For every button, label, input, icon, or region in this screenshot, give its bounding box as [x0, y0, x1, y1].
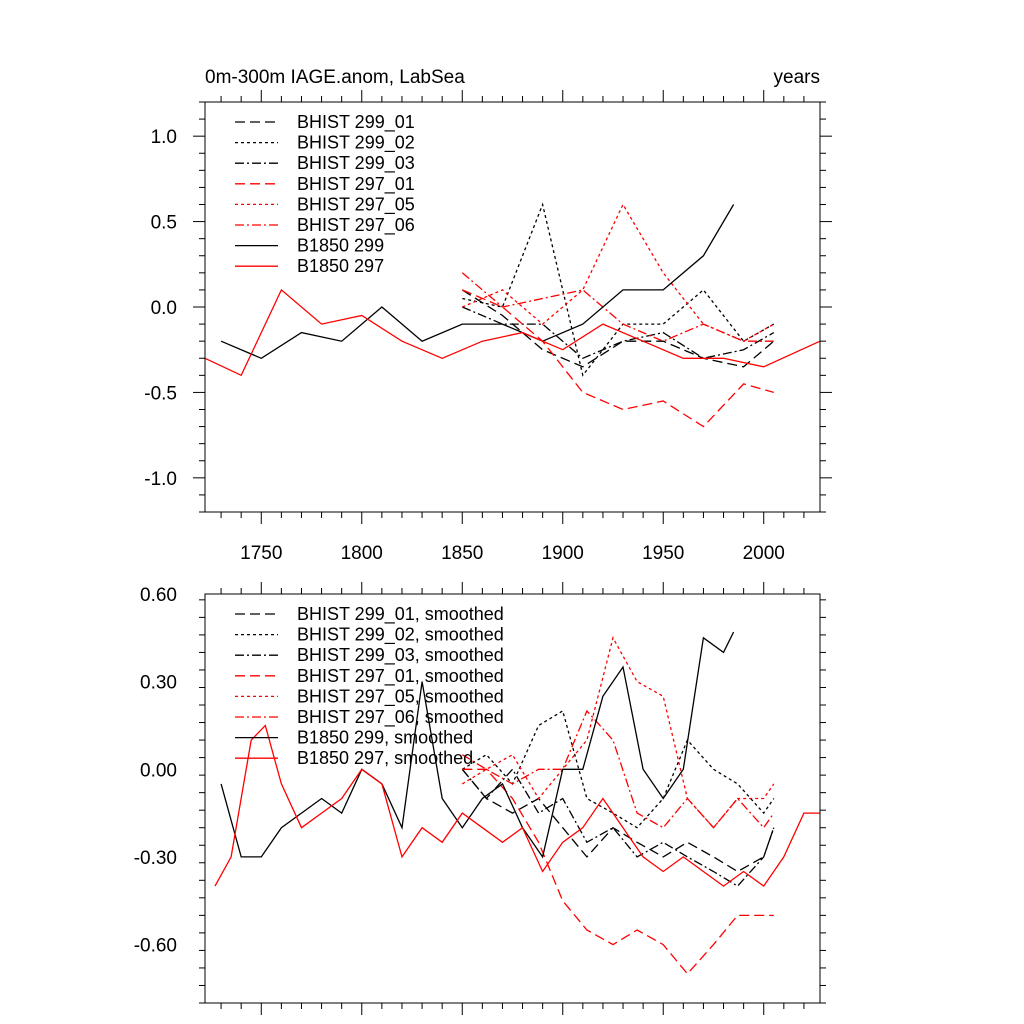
series-line [220, 204, 735, 360]
legend-label: BHIST 297_01 [297, 174, 415, 195]
series-line [461, 289, 775, 368]
legend-label: BHIST 297_06 [297, 215, 415, 236]
x-tick-label: 1750 [240, 543, 282, 564]
series-group [205, 202, 820, 428]
x-tick-label: 2000 [743, 543, 785, 564]
series-line [462, 306, 775, 360]
y-tick-label: -1.0 [144, 469, 177, 490]
series-line [461, 709, 775, 829]
y-tick-label: 0.30 [140, 673, 177, 694]
legend-label: BHIST 299_03 [297, 153, 415, 174]
series-line [462, 202, 775, 377]
series-line [214, 724, 820, 888]
bottom-panel: -0.60 -0.30 0.00 0.30 0.60 BHIST 299_01, smoo… [134, 582, 826, 1015]
series-line [462, 203, 775, 342]
plot-frame [204, 593, 821, 1004]
legend-label: B1850 299, smoothed [297, 728, 473, 748]
legend-label: B1850 297 [297, 256, 384, 276]
series-line [205, 288, 820, 377]
x-tick-label: 1800 [341, 543, 383, 564]
legend-label: BHIST 297_01, smoothed [297, 666, 504, 687]
y-tick-label: 0.0 [151, 298, 177, 319]
y-tick-label: 0.00 [140, 760, 177, 781]
y-tick-label: 0.5 [151, 213, 177, 234]
legend-label: BHIST 297_05 [297, 194, 415, 215]
y-tick-label: -0.30 [134, 848, 177, 869]
chart-right-label: years [774, 67, 820, 88]
series-line [220, 631, 735, 859]
legend-label: BHIST 299_01, smoothed [297, 604, 504, 625]
x-tick-label: 1950 [642, 543, 684, 564]
legend-label: B1850 297, smoothed [297, 748, 473, 768]
series-line [461, 272, 774, 342]
y-tick-label: 1.0 [151, 127, 177, 148]
legend-label: BHIST 297_05, smoothed [297, 686, 504, 707]
legend-label: B1850 299 [297, 236, 384, 256]
legend-label: BHIST 299_01 [297, 112, 415, 133]
y-tick-label: -0.60 [134, 936, 177, 957]
x-tick-label: 1900 [542, 543, 584, 564]
legend-label: BHIST 297_06, smoothed [297, 707, 504, 728]
series-group [214, 631, 820, 975]
series-line [461, 768, 775, 873]
top-panel: 1750 1800 1850 1900 1950 2000 -1.0 -0.5 0.0 0.5 1.… [144, 67, 832, 564]
legend-label: BHIST 299_02 [297, 133, 415, 154]
series-line [462, 289, 774, 428]
x-tick-label: 1850 [441, 543, 483, 564]
chart-title: 0m-300m IAGE.anom, LabSea [205, 67, 465, 88]
legend-label: BHIST 299_02, smoothed [297, 625, 504, 646]
legend-label: BHIST 299_03, smoothed [297, 645, 504, 666]
series-line [461, 709, 775, 829]
series-line [462, 768, 774, 975]
series-line [461, 768, 775, 887]
y-tick-label: -0.5 [144, 383, 177, 404]
y-tick-label: 0.60 [140, 585, 177, 606]
